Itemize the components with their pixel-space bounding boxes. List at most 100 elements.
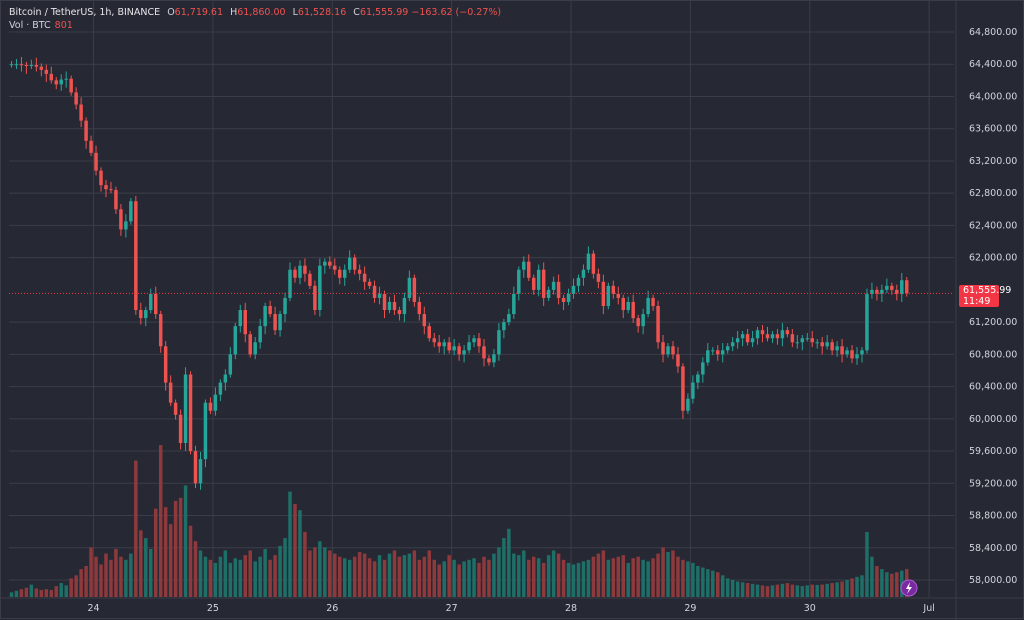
candle-body [805, 338, 810, 340]
volume-bar [875, 566, 879, 597]
symbol-title[interactable]: Bitcoin / TetherUS, 1h, BINANCE [9, 7, 161, 18]
volume-bar [347, 559, 352, 597]
volume-bar [124, 559, 128, 597]
volume-bar [178, 497, 183, 597]
candle-body [168, 382, 173, 403]
volume-bar [283, 538, 287, 597]
candle-body [89, 140, 93, 153]
bar-countdown: 11:49 [963, 296, 991, 307]
replay-icon[interactable] [900, 579, 918, 597]
volume-bar [571, 564, 576, 597]
price-axis[interactable]: 64,800.00 64,400.00 64,000.00 63,600.00 63,2… [969, 27, 1017, 586]
volume-bar [153, 508, 158, 597]
candle-body [492, 354, 496, 363]
current-price-value: 61,555.99 [963, 285, 1012, 296]
volume-bar [581, 561, 586, 597]
candle-body [512, 293, 516, 315]
volume-bar [9, 592, 14, 597]
volume-bar [522, 550, 526, 597]
price-tick-label: 59,200.00 [969, 478, 1017, 489]
candle-body [29, 65, 34, 67]
volume-bar [730, 579, 735, 597]
volume-bar [382, 559, 387, 597]
candle-body [755, 330, 760, 339]
candle-body [367, 281, 372, 286]
volume-bar [412, 550, 417, 597]
close-value: 61,555.99 [359, 7, 409, 18]
candle-body [502, 322, 506, 331]
candle-body [527, 261, 531, 278]
volume-bar [656, 553, 660, 597]
volume-bar [54, 586, 58, 597]
volume-bar [512, 553, 516, 597]
candle-body [701, 362, 705, 375]
candle-body [835, 346, 839, 351]
candle-body [885, 285, 889, 290]
volume-bar [437, 564, 441, 597]
candle-body [711, 350, 715, 352]
candle-body [591, 253, 596, 274]
volume-bar [392, 550, 397, 597]
candle-body [611, 285, 616, 294]
volume-bar [188, 525, 193, 597]
volume-bar [870, 556, 874, 597]
volume-bar [711, 570, 715, 597]
volume-bar [740, 582, 745, 597]
volume-bars [9, 445, 909, 597]
candle-body [69, 78, 73, 93]
candle-body [452, 346, 456, 351]
volume-legend[interactable]: Vol · BTC 801 [9, 19, 73, 32]
candle-body [437, 342, 441, 347]
candle-body [412, 277, 417, 302]
volume-bar [94, 556, 98, 597]
candle-body [775, 334, 780, 339]
candle-body [641, 314, 645, 327]
price-tick-label: 59,600.00 [969, 446, 1017, 457]
time-axis[interactable]: 24 25 26 27 28 29 30 Jul [88, 603, 935, 614]
candle-body [158, 314, 163, 347]
volume-bar [661, 547, 665, 597]
price-tick-label: 62,000.00 [969, 253, 1017, 264]
candle-body [691, 382, 695, 399]
volume-bar [328, 550, 332, 597]
candle-body [382, 293, 387, 311]
volume-bar [452, 559, 456, 597]
candle-body [149, 293, 153, 311]
candle-body [362, 273, 367, 282]
volume-bar [198, 550, 203, 597]
volume-bar [377, 555, 382, 597]
volume-bar [218, 556, 223, 597]
candle-body [163, 346, 168, 383]
volume-bar [885, 572, 889, 597]
volume-bar [462, 561, 466, 597]
volume-bar [780, 583, 785, 597]
candle-body [725, 346, 730, 351]
volume-bar [417, 559, 422, 597]
candle-body [730, 342, 735, 347]
volume-bar [29, 584, 34, 597]
high-value: 61,860.00 [237, 7, 286, 18]
volume-bar [830, 583, 834, 597]
candle-body [740, 334, 745, 339]
volume-bar [427, 550, 432, 597]
candle-body [19, 64, 24, 66]
candle-body [860, 350, 864, 355]
symbol-legend[interactable]: Bitcoin / TetherUS, 1h, BINANCE O61,719.… [9, 6, 501, 19]
candle-body [342, 269, 347, 278]
volume-bar [541, 562, 546, 597]
volume-bar [706, 569, 710, 597]
volume-bar [139, 530, 143, 597]
candle-body [666, 346, 670, 355]
volume-bar [865, 531, 869, 597]
volume-bar [49, 590, 54, 597]
price-tick-label: 62,800.00 [969, 188, 1017, 199]
volume-bar [701, 567, 705, 597]
candle-body [318, 265, 322, 311]
volume-bar [551, 550, 556, 597]
candle-body [178, 414, 183, 443]
candle-body [99, 170, 103, 186]
volume-bar [233, 558, 238, 597]
